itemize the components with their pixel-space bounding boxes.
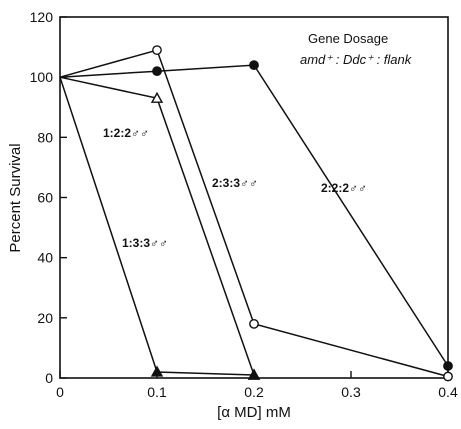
series-label-1-2-2: 1:2:2♂♂ xyxy=(103,126,149,140)
data-point xyxy=(249,318,259,329)
y-tick-label: 40 xyxy=(37,250,53,266)
series-label-2-3-3: 2:3:3♂♂ xyxy=(212,176,258,190)
x-axis-label: [α MD] mM xyxy=(217,404,291,421)
y-axis: 0 20 40 60 80 100 120 xyxy=(30,9,67,386)
data-point xyxy=(150,91,164,103)
data-point xyxy=(150,365,164,377)
x-tick-label: 0.2 xyxy=(244,384,264,400)
y-axis-label: Percent Survival xyxy=(7,143,24,252)
series-label-1-3-3: 1:3:3♂♂ xyxy=(122,236,168,250)
y-tick-label: 0 xyxy=(45,370,53,386)
data-point xyxy=(443,361,453,371)
y-tick-label: 120 xyxy=(30,9,54,25)
data-point xyxy=(249,60,259,71)
series-line-2 xyxy=(59,76,255,376)
y-tick-label: 80 xyxy=(37,129,53,145)
data-point xyxy=(443,371,453,382)
legend-subtitle: amd⁺ : Ddc⁺ : flank xyxy=(300,52,413,67)
x-tick-label: 0.1 xyxy=(147,384,167,400)
x-tick-label: 0.4 xyxy=(438,384,458,400)
series-line-1 xyxy=(59,49,449,378)
data-point xyxy=(152,45,162,55)
y-tick-label: 100 xyxy=(30,69,54,85)
data-point xyxy=(247,368,261,380)
legend-title: Gene Dosage xyxy=(308,31,388,46)
series-label-2-2-2: 2:2:2♂♂ xyxy=(321,181,367,195)
y-tick-label: 60 xyxy=(37,190,53,206)
x-tick-label: 0 xyxy=(56,384,64,400)
y-tick-label: 20 xyxy=(37,310,53,326)
data-point xyxy=(152,66,162,77)
series-markers xyxy=(150,45,453,382)
series-line-0 xyxy=(59,64,449,367)
x-tick-label: 0.3 xyxy=(341,384,361,400)
series-line-3 xyxy=(59,76,255,376)
